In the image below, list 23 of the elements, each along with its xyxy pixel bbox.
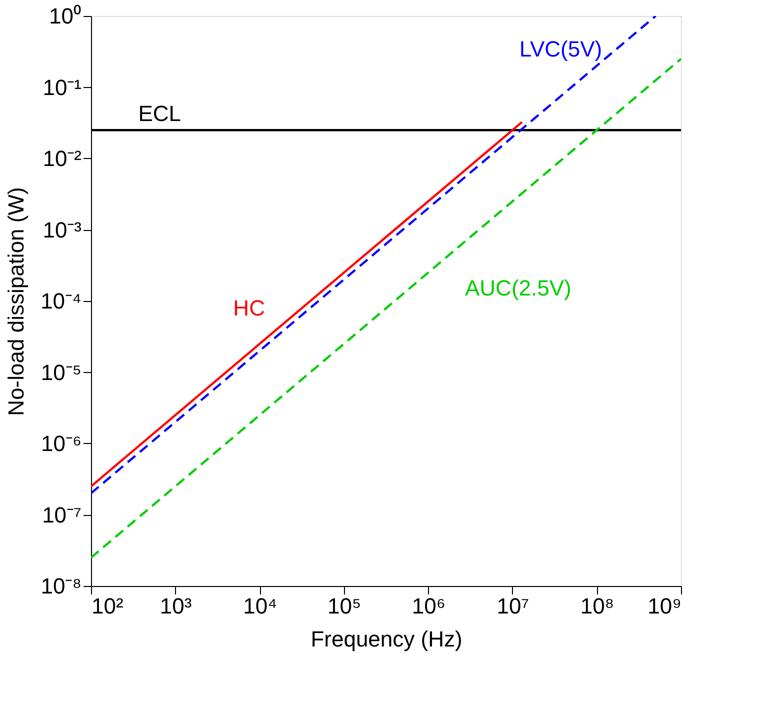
x-tick-label: 10³ <box>160 594 192 618</box>
series-label: HC <box>233 295 266 320</box>
x-tick-label: 10⁹ <box>648 594 682 618</box>
x-tick-label: 10⁸ <box>580 594 614 618</box>
x-tick-label: 10² <box>92 594 124 618</box>
x-tick-label: 10⁴ <box>243 594 278 618</box>
y-tick-label: 10⁰ <box>49 4 82 28</box>
y-tick-label: 10⁻⁷ <box>42 502 82 528</box>
y-tick-label: 10⁻² <box>42 146 82 171</box>
y-tick-label: 10⁻⁴ <box>40 288 82 314</box>
y-tick-label: 10⁻¹ <box>42 74 82 100</box>
y-tick-label: 10⁻³ <box>42 217 82 242</box>
series-label: ECL <box>138 101 181 126</box>
series-label: AUC(2.5V) <box>465 275 572 300</box>
y-tick-label: 10⁻⁸ <box>40 574 82 598</box>
y-tick-label: 10⁻⁶ <box>40 431 82 456</box>
x-tick-label: 10⁶ <box>412 594 446 618</box>
x-tick-label: 10⁵ <box>328 594 362 618</box>
y-axis-title: No-load dissipation (W) <box>4 187 29 416</box>
x-tick-label: 10⁷ <box>496 594 530 618</box>
x-axis-title: Frequency (Hz) <box>310 626 462 652</box>
series-label: LVC(5V) <box>519 36 602 62</box>
y-tick-label: 10⁻⁵ <box>40 360 82 385</box>
